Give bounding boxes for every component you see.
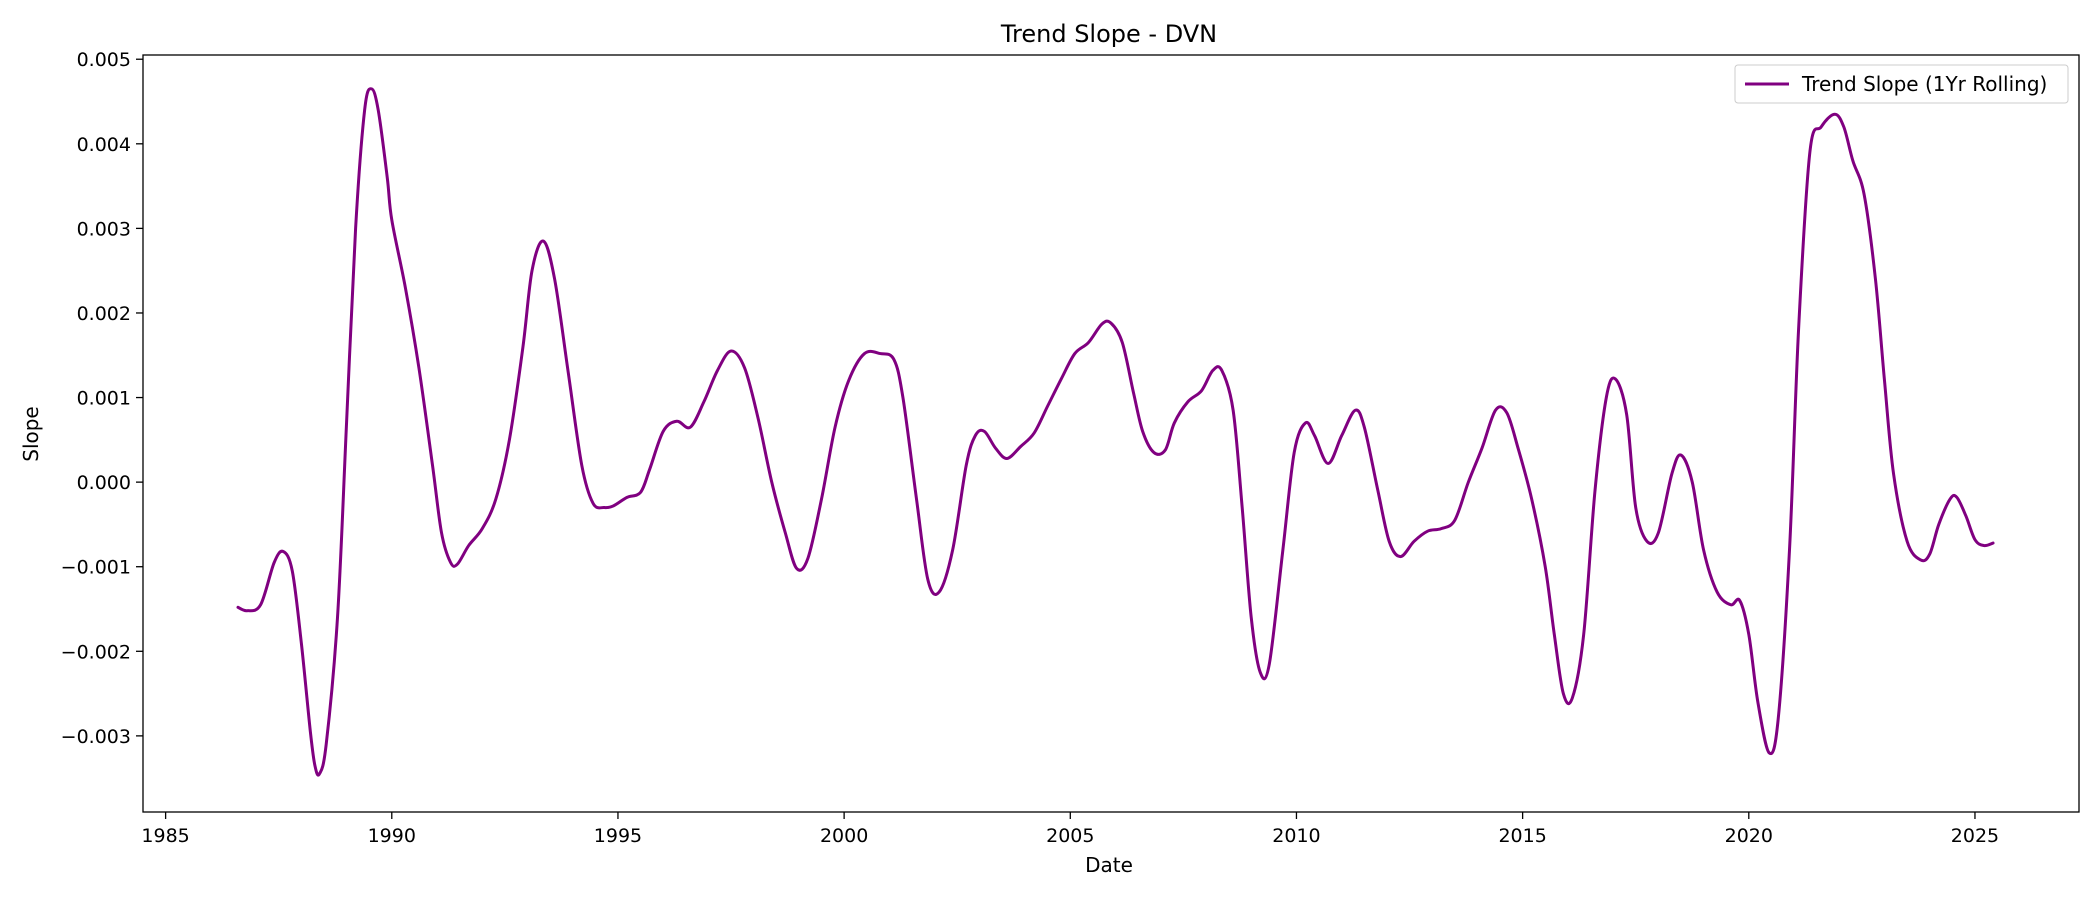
y-tick-label: 0.002: [77, 303, 131, 325]
plot-frame: [142, 54, 2080, 813]
series-line: [236, 87, 1995, 777]
legend-box: [1734, 64, 2069, 104]
y-tick-label: 0.005: [77, 49, 131, 71]
y-tick-label: −0.001: [61, 557, 131, 579]
y-tick-label: 0.003: [77, 218, 131, 240]
chart-title: Trend Slope - DVN: [1000, 20, 1217, 48]
x-tick-label: 1985: [141, 825, 189, 847]
y-tick-label: 0.001: [77, 388, 131, 410]
x-tick-label: 2000: [820, 825, 868, 847]
y-tick-label: 0.000: [77, 472, 131, 494]
legend: Trend Slope (1Yr Rolling): [1734, 64, 2069, 104]
y-tick-label: −0.002: [61, 641, 131, 663]
y-axis-title: Slope: [19, 406, 43, 462]
plot-area: [143, 55, 2079, 812]
x-tick-label: 1990: [368, 825, 416, 847]
x-axis-title: Date: [1085, 853, 1133, 877]
x-tick-label: 2020: [1725, 825, 1773, 847]
x-tick-label: 1995: [594, 825, 642, 847]
x-tick-label: 2025: [1951, 825, 1999, 847]
y-axis: −0.003 −0.002 −0.001 0.000 0.001 0.002 0.003 0.…: [61, 49, 143, 748]
legend-label: Trend Slope (1Yr Rolling): [1801, 72, 2047, 96]
x-tick-label: 2005: [1046, 825, 1094, 847]
y-tick-label: −0.003: [61, 726, 131, 748]
series-layer: [236, 87, 1995, 777]
y-tick-label: 0.004: [77, 134, 131, 156]
x-tick-label: 2015: [1498, 825, 1546, 847]
x-axis: 1985 1990 1995 2000 2005 2010 2015 2020 2025: [141, 812, 1999, 847]
x-tick-label: 2010: [1272, 825, 1320, 847]
